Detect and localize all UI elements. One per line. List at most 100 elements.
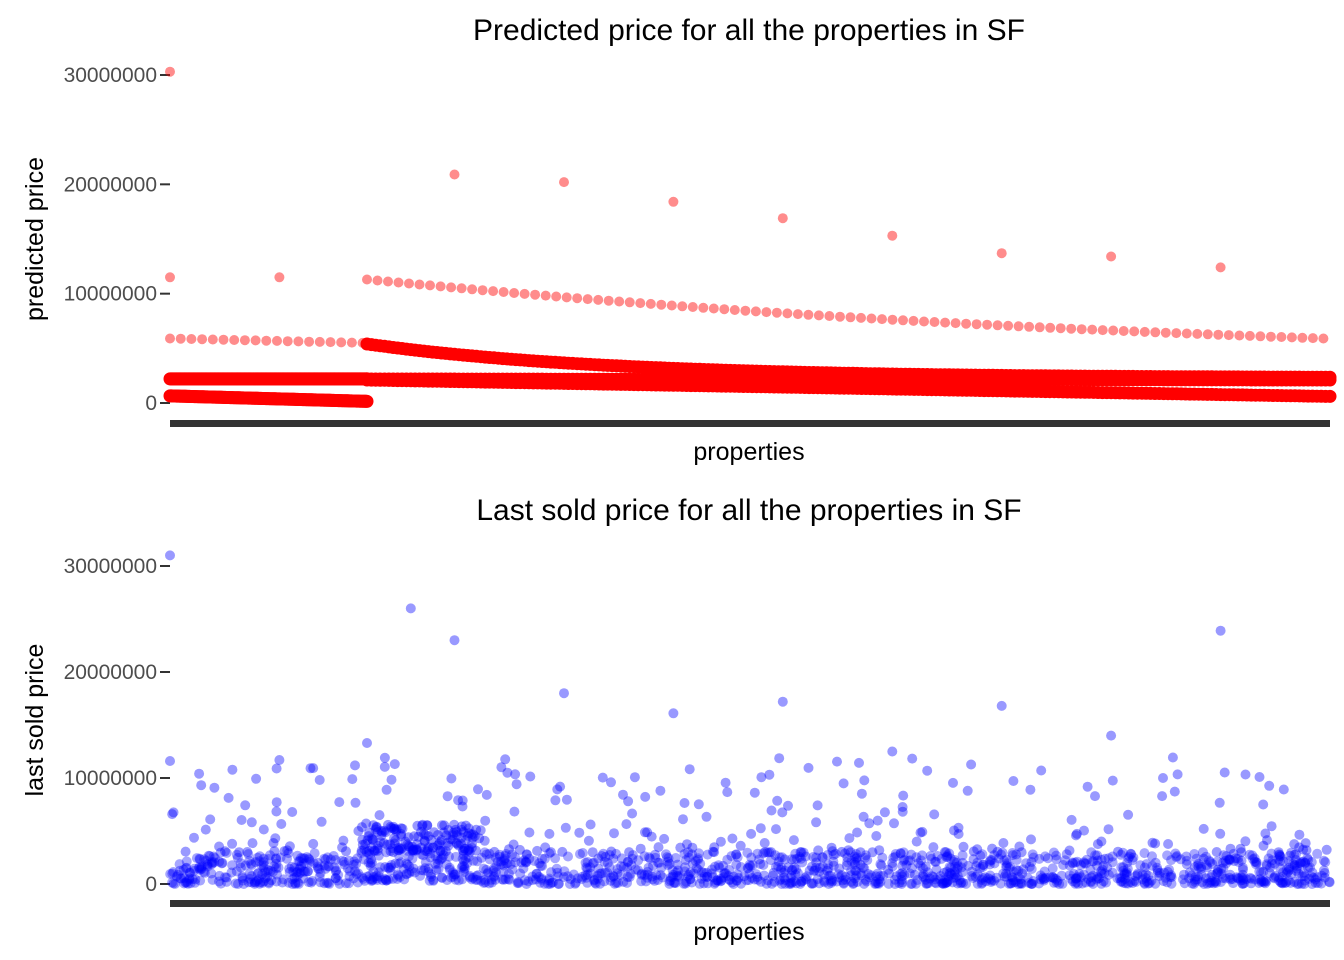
- data-point-lastsold: [957, 867, 968, 878]
- data-point-predicted: [1181, 328, 1192, 339]
- data-point-lastsold: [916, 855, 927, 866]
- data-point-lastsold: [944, 868, 955, 879]
- data-point-lastsold: [348, 859, 359, 870]
- data-point-lastsold: [357, 872, 367, 883]
- data-point-lastsold: [1258, 876, 1269, 887]
- data-point-lastsold: [860, 874, 871, 885]
- data-point-lastsold: [1123, 809, 1134, 820]
- data-point-lastsold: [1196, 861, 1207, 872]
- data-point-lastsold: [580, 870, 591, 881]
- data-point-lastsold: [784, 879, 795, 889]
- data-point-lastsold: [291, 867, 302, 878]
- data-point-lastsold: [205, 814, 216, 825]
- data-point-lastsold: [366, 854, 377, 865]
- data-point-lastsold: [173, 869, 183, 880]
- data-point-lastsold: [1186, 870, 1197, 881]
- data-point-lastsold: [231, 866, 242, 877]
- data-point-lastsold: [585, 819, 596, 830]
- data-point-lastsold: [1152, 862, 1163, 873]
- data-point-lastsold: [932, 851, 943, 861]
- data-point-lastsold: [367, 857, 377, 868]
- data-point-lastsold: [1027, 849, 1038, 860]
- data-point-lastsold: [1219, 767, 1230, 778]
- data-point-lastsold: [365, 861, 376, 871]
- data-point-lastsold: [210, 853, 220, 863]
- data-point-lastsold: [942, 851, 953, 862]
- data-point-predicted: [498, 287, 509, 297]
- data-point-lastsold: [633, 865, 644, 876]
- data-point-lastsold: [702, 849, 713, 860]
- data-point-lastsold: [1067, 876, 1078, 887]
- data-point-lastsold: [1179, 869, 1189, 880]
- data-point-lastsold: [1092, 855, 1103, 866]
- data-point-lastsold: [527, 871, 538, 882]
- data-point-lastsold: [777, 696, 788, 707]
- data-point-lastsold: [1239, 878, 1250, 889]
- data-point-lastsold: [423, 866, 434, 877]
- data-point-predicted: [996, 248, 1007, 259]
- data-point-lastsold: [250, 857, 261, 868]
- data-point-lastsold: [687, 858, 698, 869]
- data-point-lastsold: [232, 852, 243, 863]
- data-point-lastsold: [365, 874, 376, 885]
- data-point-lastsold: [468, 872, 478, 883]
- data-point-lastsold: [1249, 856, 1260, 867]
- data-point-lastsold: [772, 795, 783, 806]
- data-point-lastsold: [344, 866, 355, 877]
- data-point-lastsold: [296, 853, 306, 863]
- data-point-predicted: [1307, 333, 1318, 344]
- data-point-lastsold: [1039, 866, 1050, 877]
- data-point-lastsold: [303, 866, 313, 877]
- data-point-lastsold: [1216, 868, 1227, 879]
- data-point-lastsold: [1058, 860, 1069, 870]
- data-point-lastsold: [766, 805, 777, 816]
- data-point-lastsold: [533, 871, 544, 882]
- data-point-lastsold: [976, 878, 987, 889]
- data-point-lastsold: [671, 867, 682, 878]
- data-point-lastsold: [879, 807, 890, 818]
- data-point-lastsold: [756, 772, 767, 783]
- data-point-lastsold: [1026, 864, 1037, 874]
- data-point-lastsold: [1036, 765, 1047, 776]
- data-point-lastsold: [743, 862, 754, 873]
- data-point-lastsold: [513, 878, 524, 889]
- data-point-lastsold: [1236, 872, 1247, 883]
- data-point-lastsold: [664, 878, 675, 889]
- data-point-predicted: [467, 284, 478, 295]
- data-point-lastsold: [1107, 867, 1118, 878]
- data-point-lastsold: [1107, 857, 1118, 868]
- data-point-lastsold: [237, 875, 248, 886]
- data-point-lastsold: [312, 863, 323, 874]
- data-point-lastsold: [1096, 836, 1107, 847]
- data-point-lastsold: [372, 845, 383, 856]
- data-point-lastsold: [938, 877, 949, 888]
- data-point-lastsold: [812, 800, 823, 811]
- data-point-lastsold: [1013, 865, 1024, 876]
- data-point-lastsold: [918, 872, 929, 883]
- data-point-lastsold: [1169, 786, 1180, 797]
- data-point-lastsold: [895, 868, 906, 879]
- data-point-lastsold: [702, 871, 713, 882]
- data-point-lastsold: [202, 859, 213, 870]
- data-point-predicted: [1323, 370, 1337, 384]
- data-point-lastsold: [194, 862, 205, 873]
- data-point-lastsold: [199, 854, 210, 865]
- data-point-lastsold: [775, 864, 786, 875]
- data-point-lastsold: [904, 868, 915, 879]
- data-point-lastsold: [627, 853, 638, 864]
- data-point-lastsold: [1248, 854, 1259, 865]
- data-point-lastsold: [466, 874, 477, 885]
- data-point-predicted: [1129, 326, 1140, 337]
- data-point-lastsold: [957, 850, 968, 861]
- data-point-lastsold: [342, 863, 353, 874]
- data-point-lastsold: [1298, 856, 1308, 867]
- data-point-lastsold: [797, 857, 808, 868]
- data-point-lastsold: [1039, 874, 1050, 884]
- data-point-lastsold: [557, 846, 568, 857]
- data-point-lastsold: [646, 831, 657, 842]
- data-point-lastsold: [181, 863, 191, 874]
- data-point-lastsold: [913, 858, 924, 869]
- data-point-lastsold: [1269, 873, 1280, 884]
- data-point-lastsold: [515, 868, 526, 879]
- data-point-lastsold: [651, 870, 662, 881]
